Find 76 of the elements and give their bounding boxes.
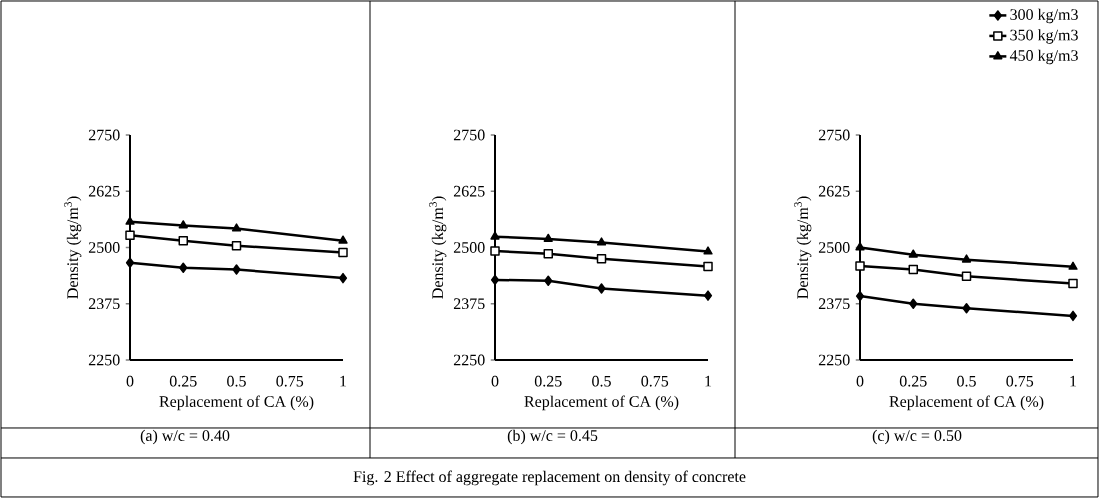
y-tick-label: 2625 (88, 185, 120, 197)
legend-label: 350 kg/m3 (1010, 29, 1078, 44)
x-tick-label: 1 (1070, 375, 1077, 387)
x-tick-label: 1 (705, 375, 712, 387)
point (125, 230, 135, 241)
x-tick-label: 0.25 (899, 375, 927, 387)
point (855, 242, 865, 251)
point (178, 220, 188, 229)
point (490, 231, 500, 240)
point (231, 240, 242, 251)
y-tick-label: 2625 (453, 185, 485, 197)
point (179, 262, 188, 273)
x-tick-label: 0.25 (169, 375, 197, 387)
y-tick-label: 2375 (818, 298, 850, 310)
text: (a) w/c = 0.40 (140, 429, 230, 445)
point (961, 254, 972, 263)
point (232, 264, 241, 275)
point (961, 271, 972, 282)
point (703, 290, 713, 301)
point (338, 235, 348, 244)
point (543, 233, 553, 242)
y-axis-title: Density (kg/m$^{3}$) (794, 196, 812, 299)
x-tick-label: 0 (126, 375, 134, 387)
x-tick-label: 0.25 (534, 375, 562, 387)
y-tick-label: 2625 (818, 185, 850, 197)
y-tick-label: 2375 (88, 298, 120, 310)
y-tick-label: 2500 (453, 242, 485, 253)
x-tick-label: 1 (340, 375, 347, 387)
x-tick-label: 0.5 (227, 375, 246, 387)
x-tick-label: 0.5 (592, 375, 611, 387)
y-tick-label: 2750 (88, 129, 120, 141)
text: (c) w/c = 0.50 (872, 429, 962, 445)
y-tick-label: 2500 (818, 242, 850, 253)
point (338, 272, 348, 284)
caption: Fig. 2 Effect of aggregate replacement on density of concrete (353, 470, 746, 486)
y-axis-title: Density (kg/m$^{3}$) (64, 196, 82, 299)
y-tick-label: 2375 (453, 298, 485, 310)
point (596, 237, 607, 246)
point (338, 247, 348, 258)
point (178, 235, 189, 246)
point (908, 264, 919, 275)
x-tick-label: 0.75 (641, 375, 669, 387)
y-tick-label: 2500 (88, 242, 120, 253)
point (703, 261, 713, 272)
x-axis-title: Replacement of CA (%) (889, 395, 1044, 411)
x-tick-label: 0 (491, 375, 499, 387)
point (544, 275, 553, 287)
point (1068, 261, 1078, 270)
point (962, 302, 971, 314)
y-tick-label: 2750 (453, 129, 485, 141)
point (543, 249, 554, 259)
point (855, 261, 865, 271)
point (1068, 278, 1078, 289)
point (908, 249, 918, 258)
x-tick-label: 0 (856, 375, 864, 387)
point (490, 246, 500, 256)
x-tick-label: 0.75 (276, 375, 304, 387)
y-tick-label: 2250 (818, 354, 850, 366)
x-axis-title: Replacement of CA (%) (159, 395, 314, 411)
x-tick-label: 0.75 (1006, 375, 1034, 387)
y-tick-label: 2250 (453, 354, 485, 366)
point (703, 246, 713, 255)
legend-label: 300 kg/m3 (1010, 8, 1078, 24)
point (231, 223, 242, 232)
point (596, 253, 607, 264)
point (597, 283, 606, 294)
x-axis-title: Replacement of CA (%) (524, 395, 679, 411)
y-tick-label: 2250 (88, 354, 120, 366)
x-tick-label: 0.5 (957, 375, 976, 387)
text: (b) w/c = 0.45 (507, 429, 598, 445)
y-axis-title: Density (kg/m$^{3}$) (429, 196, 447, 299)
point (125, 216, 135, 225)
y-tick-label: 2750 (818, 129, 850, 141)
point (909, 298, 918, 309)
legend-label: 450 kg/m3 (1009, 49, 1078, 65)
point (1068, 310, 1078, 322)
